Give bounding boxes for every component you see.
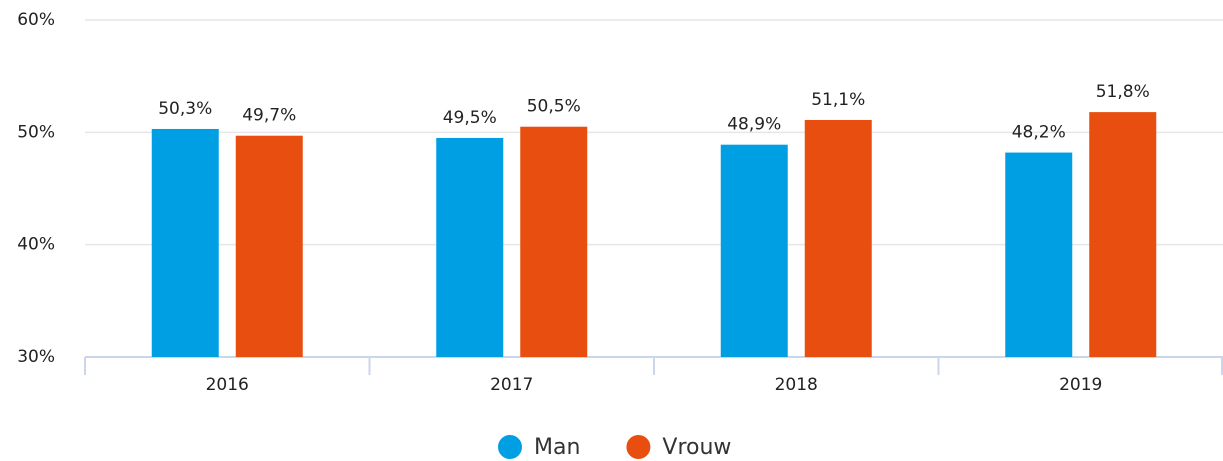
- y-tick-label: 40%: [17, 235, 55, 255]
- legend-text: Man: [534, 435, 580, 460]
- bar: [235, 135, 303, 357]
- data-label: 49,5%: [443, 108, 497, 128]
- bar: [520, 126, 588, 357]
- data-label: 51,1%: [811, 90, 865, 110]
- legend-text: Vrouw: [662, 435, 731, 460]
- x-tick-label: 2016: [206, 375, 249, 395]
- x-tick-label: 2017: [490, 375, 533, 395]
- x-tick-label: 2019: [1059, 375, 1102, 395]
- data-label: 51,8%: [1096, 82, 1150, 102]
- bar: [1089, 112, 1157, 357]
- legend-marker: [626, 435, 651, 459]
- bar: [720, 144, 788, 357]
- data-label: 49,7%: [242, 106, 296, 126]
- data-label: 48,2%: [1012, 123, 1066, 143]
- legend-marker: [498, 435, 522, 459]
- y-tick-label: 50%: [17, 122, 55, 142]
- bar: [151, 128, 219, 357]
- bar: [436, 137, 504, 357]
- bar: [804, 119, 872, 357]
- data-label: 48,9%: [727, 115, 781, 135]
- x-tick-label: 2018: [775, 375, 818, 395]
- data-label: 50,3%: [158, 99, 212, 119]
- bar: [1005, 152, 1073, 357]
- y-tick-label: 60%: [17, 10, 55, 30]
- y-tick-label: 30%: [17, 347, 55, 367]
- data-label: 50,5%: [527, 97, 581, 117]
